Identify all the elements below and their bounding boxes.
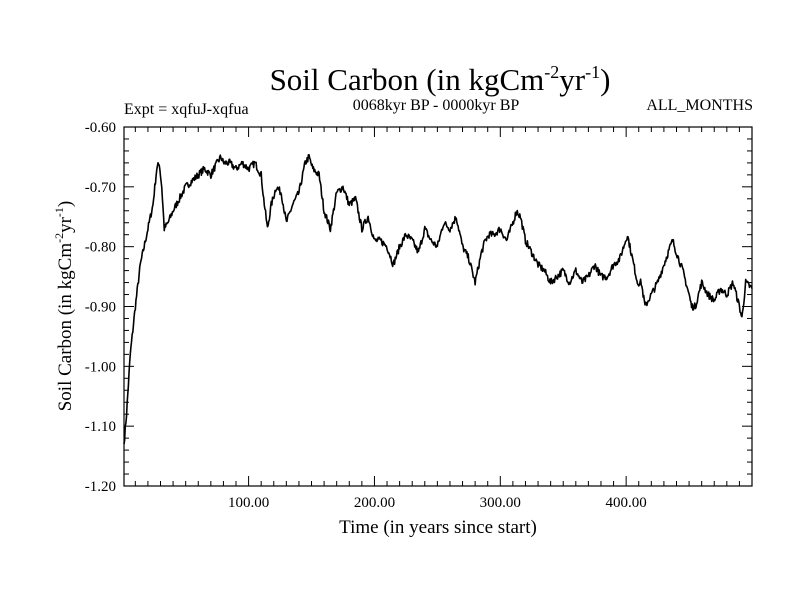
- y-axis-label-mid: yr: [55, 216, 76, 233]
- y-tick-label: -0.90: [85, 300, 116, 316]
- y-tick-label: -1.20: [85, 479, 116, 495]
- y-axis-label-main: Soil Carbon (in kgCm: [55, 243, 76, 412]
- chart-title: Soil Carbon (in kgCm-2yr-1): [270, 62, 611, 97]
- experiment-label: Expt = xqfuJ-xqfua: [124, 101, 249, 118]
- y-tick-labels: -0.60 -0.70 -0.80 -0.90 -1.00 -1.10 -1.20: [85, 120, 116, 495]
- x-axis-label: Time (in years since start): [339, 517, 537, 538]
- months-label: ALL_MONTHS: [646, 97, 753, 114]
- y-axis-label-sup1: -2: [52, 233, 66, 243]
- y-tick-label: -0.60: [85, 120, 116, 136]
- chart-title-end: ): [600, 62, 610, 97]
- plot-frame: [123, 126, 753, 487]
- y-tick-label: -0.80: [85, 240, 116, 256]
- chart-title-mid: yr: [559, 62, 586, 97]
- x-tick-label: 400.00: [606, 495, 647, 511]
- x-tick-label: 300.00: [480, 495, 521, 511]
- axis-ticks: [124, 126, 753, 487]
- period-label: 0068kyr BP - 0000kyr BP: [353, 97, 520, 114]
- x-tick-label: 200.00: [354, 495, 395, 511]
- chart-title-sup1: -2: [544, 62, 559, 82]
- y-tick-label: -1.10: [85, 419, 116, 435]
- y-tick-label: -0.70: [85, 180, 116, 196]
- y-tick-label: -1.00: [85, 359, 116, 375]
- y-axis-label-end: ): [55, 201, 76, 207]
- series-line-soil-carbon: [123, 153, 753, 445]
- x-tick-label: 100.00: [228, 495, 269, 511]
- chart-title-main: Soil Carbon (in kgCm: [270, 62, 545, 97]
- y-axis-label-sup2: -1: [52, 207, 66, 217]
- x-tick-labels: 100.00 200.00 300.00 400.00: [228, 495, 647, 511]
- chart-title-sup2: -1: [585, 62, 600, 82]
- y-axis-label: Soil Carbon (in kgCm-2yr-1): [52, 201, 76, 412]
